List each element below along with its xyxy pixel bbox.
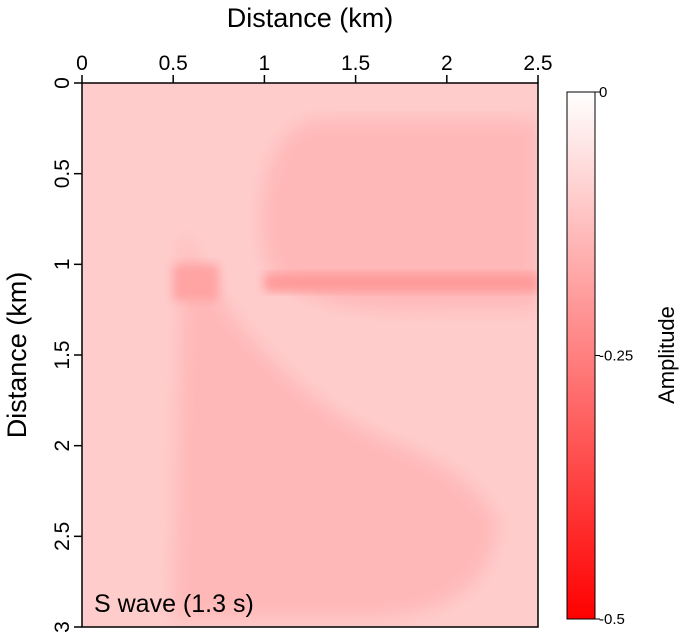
x-tick-label-3: 1.5 [341,52,370,75]
x-axis-label: Distance (km) [227,3,394,33]
y-axis-label: Distance (km) [2,272,32,439]
colorbar-tick-label-2: -0.5 [599,611,625,628]
field-region-2 [264,273,538,292]
y-tick-label-0: 0 [51,77,74,89]
x-tick-label-5: 2.5 [523,52,552,75]
y-tick-label-4: 2 [51,440,74,452]
y-tick-label-1: 0.5 [51,159,74,188]
colorbar-ticks: 0 -0.25 -0.5 [595,84,633,628]
x-tick-label-4: 2 [441,52,453,75]
x-axis: 0 0.5 1 1.5 2 2.5 [76,52,553,83]
y-tick-label-5: 2.5 [51,522,74,551]
x-tick-label-0: 0 [76,52,88,75]
colorbar-tick-label-0: 0 [599,84,607,101]
field-regions [173,119,538,618]
y-tick-label-6: 3 [51,621,74,633]
x-tick-label-1: 0.5 [159,52,188,75]
colorbar-tick-label-1: -0.25 [599,348,633,365]
colorbar [566,91,596,620]
field-region-3 [173,264,219,301]
y-tick-label-3: 1.5 [51,340,74,369]
x-tick-label-2: 1 [259,52,271,75]
y-tick-label-2: 1 [51,258,74,270]
y-axis: 0 0.5 1 1.5 2 2.5 3 [51,77,82,633]
wave-annotation: S wave (1.3 s) [94,590,254,618]
heatmap-field [82,83,538,627]
field-region-0 [261,119,538,311]
colorbar-label: Amplitude [654,306,679,404]
field-region-1 [173,228,499,618]
